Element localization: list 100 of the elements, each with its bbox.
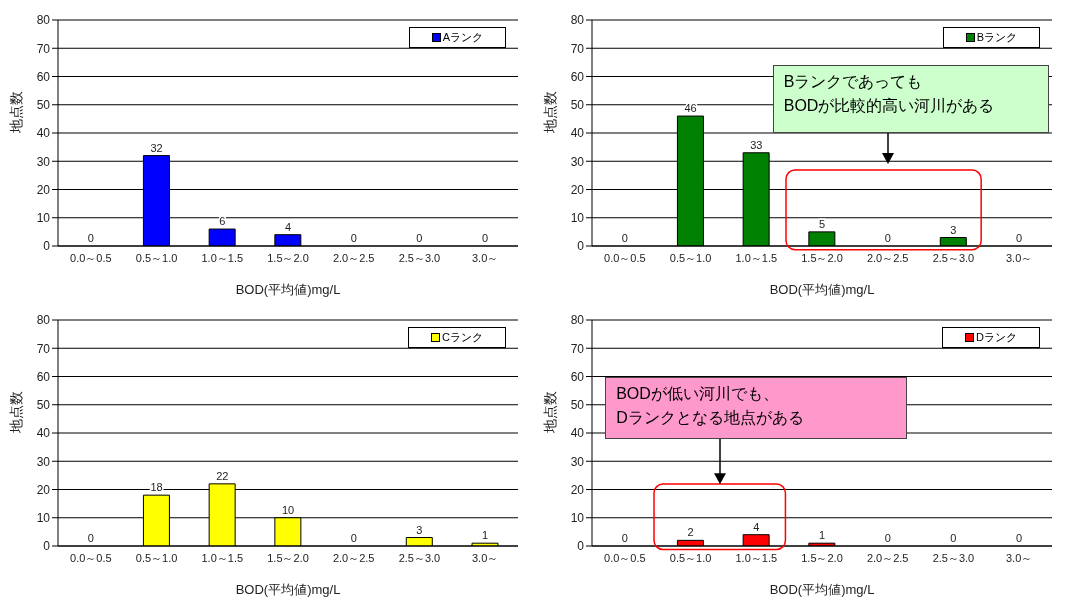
y-tick-label: 80 (570, 313, 585, 328)
y-tick-label: 10 (570, 211, 585, 226)
callout-box: Bランクであっても BODが比較的高い河川がある (772, 65, 1049, 133)
data-label: 4 (284, 220, 292, 233)
y-tick-label: 0 (43, 539, 51, 554)
y-tick-label: 50 (570, 98, 585, 113)
data-label: 10 (281, 503, 295, 516)
data-label: 0 (1016, 532, 1023, 544)
x-tick-label: 1.5～2.0 (801, 551, 843, 564)
y-tick-label: 80 (36, 313, 51, 328)
y-tick-label: 70 (570, 41, 585, 56)
y-tick-label: 60 (570, 369, 585, 384)
data-label: 6 (219, 215, 226, 228)
x-tick-label: 1.5～2.0 (267, 551, 309, 564)
x-tick-label: 1.0～1.5 (201, 551, 244, 564)
data-label: 0 (621, 532, 628, 544)
data-label: 4 (753, 520, 760, 533)
x-tick-label: 2.5～3.0 (398, 551, 441, 564)
y-tick-label: 10 (36, 211, 51, 226)
y-tick-label: 60 (36, 69, 51, 84)
x-axis-title: BOD(平均値)mg/L (235, 582, 341, 597)
y-tick-label: 50 (36, 98, 51, 113)
legend-label: Bランク (975, 30, 1017, 45)
y-tick-label: 80 (36, 13, 51, 28)
legend-label: Dランク (975, 330, 1017, 345)
y-tick-label: 40 (570, 426, 585, 441)
y-tick-label: 40 (36, 426, 51, 441)
data-label: 0 (416, 232, 423, 244)
x-tick-label: 2.0～2.5 (332, 551, 375, 564)
y-tick-label: 80 (570, 13, 585, 28)
x-tick-label: 1.0～1.5 (735, 551, 778, 564)
y-tick-label: 0 (577, 539, 585, 554)
y-axis-title: 地点数 (541, 91, 558, 134)
data-label: 46 (684, 102, 697, 115)
x-tick-label: 2.0～2.5 (866, 551, 909, 564)
x-tick-label: 2.0～2.5 (866, 251, 909, 264)
x-tick-label: 3.0～ (1005, 251, 1033, 264)
y-tick-label: 70 (36, 41, 51, 56)
data-label: 3 (950, 223, 957, 236)
y-tick-label: 20 (36, 182, 51, 197)
data-label: 0 (621, 232, 628, 244)
x-tick-label: 3.0～ (471, 551, 499, 564)
x-tick-label: 2.0～2.5 (332, 251, 375, 264)
legend-label: Aランク (441, 30, 483, 45)
data-label: 33 (750, 138, 763, 151)
y-tick-label: 0 (43, 239, 51, 254)
y-axis-title: 地点数 (541, 391, 558, 434)
y-axis-title: 地点数 (7, 391, 24, 434)
data-label: 0 (350, 532, 357, 544)
y-tick-label: 30 (36, 154, 51, 169)
x-tick-label: 2.5～3.0 (932, 551, 975, 564)
y-tick-label: 20 (570, 182, 585, 197)
y-tick-label: 10 (570, 511, 585, 526)
x-axis-title: BOD(平均値)mg/L (235, 282, 341, 297)
x-axis-title: BOD(平均値)mg/L (769, 282, 875, 297)
x-tick-label: 0.5～1.0 (135, 251, 178, 264)
data-label: 1 (818, 529, 826, 542)
y-tick-label: 10 (36, 511, 51, 526)
y-tick-label: 50 (570, 398, 585, 413)
x-axis-title: BOD(平均値)mg/L (769, 582, 875, 597)
legend-label: Cランク (441, 330, 483, 345)
data-label: 0 (884, 232, 891, 244)
x-tick-label: 0.0～0.5 (70, 551, 112, 564)
data-label: 0 (87, 232, 94, 244)
x-tick-label: 0.5～1.0 (669, 251, 712, 264)
y-tick-label: 30 (570, 454, 585, 469)
x-tick-label: 2.5～3.0 (398, 251, 441, 264)
x-tick-label: 1.5～2.0 (267, 251, 309, 264)
y-tick-label: 60 (570, 69, 585, 84)
data-label: 3 (416, 523, 423, 536)
callout-box: BODが低い河川でも、 Dランクとなる地点がある (605, 376, 908, 439)
x-tick-label: 0.0～0.5 (604, 551, 646, 564)
x-tick-label: 1.0～1.5 (735, 251, 778, 264)
x-tick-label: 0.0～0.5 (70, 251, 112, 264)
data-label: 32 (150, 141, 163, 154)
y-tick-label: 0 (577, 239, 585, 254)
y-tick-label: 20 (570, 482, 585, 497)
y-tick-label: 40 (36, 126, 51, 141)
x-tick-label: 3.0～ (1005, 551, 1033, 564)
data-label: 22 (216, 469, 229, 482)
data-label: 0 (87, 532, 94, 544)
y-tick-label: 70 (36, 341, 51, 356)
y-tick-label: 50 (36, 398, 51, 413)
data-label: 0 (482, 232, 489, 244)
data-label: 0 (950, 532, 957, 544)
x-tick-label: 1.0～1.5 (201, 251, 244, 264)
data-label: 0 (884, 532, 891, 544)
data-label: 1 (482, 529, 489, 542)
y-tick-label: 40 (570, 126, 585, 141)
x-tick-label: 2.5～3.0 (932, 251, 975, 264)
y-tick-label: 70 (570, 341, 585, 356)
y-tick-label: 60 (36, 369, 51, 384)
x-tick-label: 3.0～ (471, 251, 499, 264)
data-label: 0 (1016, 232, 1023, 244)
x-tick-label: 1.5～2.0 (801, 251, 843, 264)
data-label: 0 (350, 232, 357, 244)
x-tick-label: 0.5～1.0 (135, 551, 178, 564)
y-axis-title: 地点数 (7, 91, 24, 134)
data-label: 2 (687, 526, 694, 539)
data-label: 5 (818, 217, 826, 230)
